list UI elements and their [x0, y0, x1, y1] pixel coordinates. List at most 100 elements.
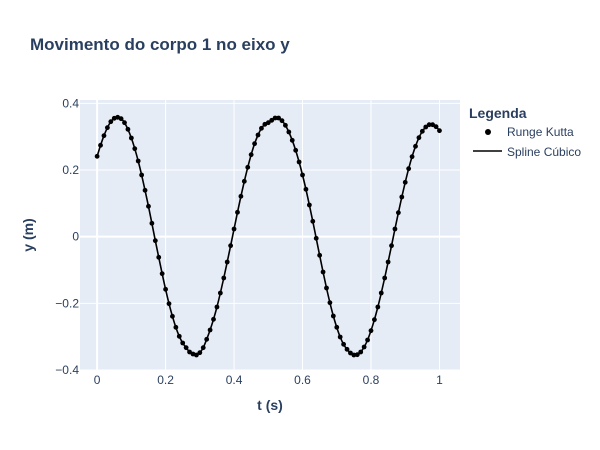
legend-item-spline[interactable]: Spline Cúbico	[473, 145, 581, 159]
data-point[interactable]	[286, 129, 292, 135]
data-point[interactable]	[135, 158, 141, 164]
data-point[interactable]	[235, 209, 240, 215]
data-point[interactable]	[142, 187, 148, 193]
data-point[interactable]	[334, 324, 340, 330]
data-point[interactable]	[382, 275, 388, 281]
data-point[interactable]	[389, 243, 394, 249]
data-point[interactable]	[296, 159, 302, 165]
data-point[interactable]	[279, 118, 285, 124]
data-point[interactable]	[204, 336, 210, 342]
data-point[interactable]	[156, 254, 162, 260]
data-point[interactable]	[176, 333, 182, 339]
data-point[interactable]	[416, 135, 422, 141]
data-point[interactable]	[122, 120, 127, 126]
data-point[interactable]	[368, 328, 374, 334]
data-point[interactable]	[231, 226, 237, 232]
data-point[interactable]	[139, 172, 145, 178]
data-point[interactable]	[241, 178, 247, 184]
legend-marker-icon	[485, 129, 491, 135]
data-point[interactable]	[320, 269, 326, 275]
data-point[interactable]	[224, 259, 230, 265]
data-point[interactable]	[217, 290, 223, 296]
legend-item-runge-kutta[interactable]: Runge Kutta	[485, 125, 574, 139]
data-point[interactable]	[409, 154, 415, 160]
data-point[interactable]	[94, 153, 100, 159]
data-point[interactable]	[173, 324, 179, 330]
data-point[interactable]	[269, 117, 275, 123]
data-point[interactable]	[152, 238, 158, 244]
data-point[interactable]	[104, 125, 110, 131]
data-point[interactable]	[259, 125, 264, 131]
data-point[interactable]	[423, 124, 429, 130]
data-point[interactable]	[378, 290, 384, 296]
data-point[interactable]	[238, 193, 244, 199]
data-point[interactable]	[194, 352, 199, 358]
data-point[interactable]	[303, 186, 309, 192]
data-point[interactable]	[163, 286, 168, 292]
data-point[interactable]	[183, 345, 189, 351]
data-point[interactable]	[228, 243, 234, 249]
data-point[interactable]	[98, 142, 103, 148]
data-point[interactable]	[211, 316, 216, 322]
data-point[interactable]	[214, 304, 220, 310]
data-point[interactable]	[293, 147, 299, 153]
data-point[interactable]	[248, 152, 254, 158]
data-point[interactable]	[180, 340, 186, 346]
data-point[interactable]	[361, 344, 367, 350]
data-point[interactable]	[300, 172, 305, 178]
data-point[interactable]	[125, 126, 131, 132]
data-point[interactable]	[272, 115, 278, 121]
data-point[interactable]	[166, 301, 172, 307]
data-point[interactable]	[159, 271, 165, 277]
data-point[interactable]	[337, 334, 343, 340]
data-point[interactable]	[146, 203, 151, 209]
data-point[interactable]	[399, 194, 405, 200]
data-point[interactable]	[200, 345, 206, 351]
legend-title: Legenda	[469, 105, 527, 121]
data-point[interactable]	[406, 166, 412, 172]
data-point[interactable]	[132, 146, 138, 152]
data-point[interactable]	[327, 300, 333, 306]
data-point[interactable]	[392, 226, 398, 232]
data-point[interactable]	[344, 346, 350, 352]
data-point[interactable]	[330, 313, 336, 319]
data-point[interactable]	[313, 235, 319, 241]
data-point[interactable]	[245, 164, 251, 170]
data-point[interactable]	[375, 304, 381, 310]
data-point[interactable]	[433, 124, 439, 130]
data-point[interactable]	[365, 337, 370, 343]
data-point[interactable]	[372, 317, 377, 323]
data-point[interactable]	[283, 122, 288, 128]
data-point[interactable]	[221, 275, 227, 281]
data-point[interactable]	[276, 115, 281, 121]
data-point[interactable]	[413, 143, 418, 149]
data-point[interactable]	[101, 133, 107, 139]
data-point[interactable]	[354, 352, 360, 358]
data-point[interactable]	[324, 285, 329, 291]
data-point[interactable]	[170, 313, 175, 319]
data-point[interactable]	[358, 349, 364, 355]
data-point[interactable]	[426, 122, 432, 128]
data-point[interactable]	[108, 119, 114, 125]
chart-title: Movimento do corpo 1 no eixo y	[30, 35, 290, 54]
data-point[interactable]	[265, 120, 271, 126]
data-point[interactable]	[207, 327, 213, 333]
data-point[interactable]	[437, 128, 442, 134]
data-point[interactable]	[341, 341, 346, 347]
data-point[interactable]	[402, 179, 408, 185]
plot-area[interactable]	[80, 100, 460, 370]
data-point[interactable]	[197, 350, 203, 356]
data-point[interactable]	[419, 128, 425, 134]
data-point[interactable]	[255, 132, 261, 138]
data-point[interactable]	[395, 210, 401, 216]
data-point[interactable]	[128, 135, 134, 141]
data-point[interactable]	[317, 252, 323, 258]
data-point[interactable]	[289, 137, 295, 143]
data-point[interactable]	[310, 218, 316, 224]
data-point[interactable]	[306, 202, 312, 208]
data-point[interactable]	[252, 141, 257, 147]
legend[interactable]: Legenda Runge Kutta Spline Cúbico	[469, 105, 581, 159]
data-point[interactable]	[149, 220, 155, 226]
data-point[interactable]	[118, 116, 124, 122]
data-point[interactable]	[385, 259, 391, 265]
